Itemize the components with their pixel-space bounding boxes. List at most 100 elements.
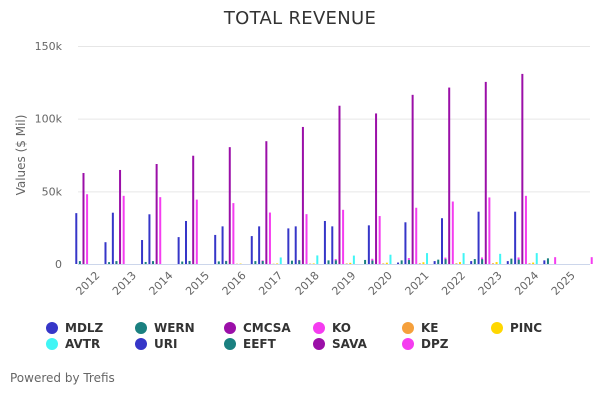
bar-wern-2023[interactable] xyxy=(481,259,484,264)
bar-ko-2015[interactable] xyxy=(195,199,198,264)
bar-mdlz-2021[interactable] xyxy=(404,222,407,264)
bar-uri-2022[interactable] xyxy=(470,261,473,264)
bar-ko-2016[interactable] xyxy=(232,203,235,264)
bar-ko-2023[interactable] xyxy=(488,197,491,264)
bar-cmcsa-2013[interactable] xyxy=(119,169,122,264)
bar-eeft-2013[interactable] xyxy=(144,261,147,264)
bar-dpz-2025[interactable] xyxy=(590,257,593,264)
bar-cmcsa-2012[interactable] xyxy=(82,173,85,264)
bar-ko-2019[interactable] xyxy=(342,209,345,264)
bar-avtr-2021[interactable] xyxy=(426,253,429,264)
bar-mdlz-2016[interactable] xyxy=(221,226,224,264)
bar-uri-2023[interactable] xyxy=(506,261,509,264)
bar-mdlz-2020[interactable] xyxy=(367,225,370,264)
bar-cmcsa-2023[interactable] xyxy=(484,81,487,264)
legend-item-ke[interactable]: KE xyxy=(402,320,491,335)
bar-avtr-2018[interactable] xyxy=(316,255,319,264)
bar-ko-2018[interactable] xyxy=(305,214,308,264)
bar-wern-2013[interactable] xyxy=(115,261,118,264)
legend-item-cmcsa[interactable]: CMCSA xyxy=(224,320,313,335)
bar-avtr-2023[interactable] xyxy=(499,253,502,264)
bar-wern-2022[interactable] xyxy=(444,259,447,264)
bar-ke-2024[interactable] xyxy=(528,263,531,264)
bar-pinc-2019[interactable] xyxy=(349,262,352,264)
bar-ko-2017[interactable] xyxy=(268,212,271,264)
bar-avtr-2017[interactable] xyxy=(279,257,282,264)
bar-uri-2015[interactable] xyxy=(214,234,217,264)
bar-pinc-2024[interactable] xyxy=(532,262,535,264)
bar-cmcsa-2020[interactable] xyxy=(375,113,378,265)
bar-avtr-2022[interactable] xyxy=(462,253,465,264)
bar-ke-2019[interactable] xyxy=(345,263,348,264)
bar-uri-2024[interactable] xyxy=(543,260,546,264)
bar-mdlz-2024[interactable] xyxy=(514,211,517,264)
bar-cmcsa-2021[interactable] xyxy=(411,94,414,264)
bar-cmcsa-2018[interactable] xyxy=(301,126,304,264)
bar-mdlz-2014[interactable] xyxy=(148,214,151,264)
bar-mdlz-2019[interactable] xyxy=(331,226,334,264)
bar-ko-2021[interactable] xyxy=(415,207,418,264)
bar-wern-2015[interactable] xyxy=(188,260,191,264)
bar-ko-2024[interactable] xyxy=(524,195,527,264)
bar-mdlz-2015[interactable] xyxy=(185,220,187,264)
bar-uri-2013[interactable] xyxy=(141,240,144,264)
bar-wern-2019[interactable] xyxy=(334,260,337,264)
bar-uri-2021[interactable] xyxy=(433,261,436,264)
bar-eeft-2016[interactable] xyxy=(254,261,257,264)
legend-item-eeft[interactable]: EEFT xyxy=(224,336,313,351)
bar-eeft-2012[interactable] xyxy=(108,262,111,264)
bar-mdlz-2012[interactable] xyxy=(75,213,78,264)
bar-wern-2016[interactable] xyxy=(225,261,228,264)
bar-eeft-2024[interactable] xyxy=(546,258,549,264)
bar-ko-2012[interactable] xyxy=(86,194,89,264)
bar-ko-2014[interactable] xyxy=(159,197,162,264)
legend-item-sava[interactable]: SAVA xyxy=(313,336,402,351)
legend-item-ko[interactable]: KO xyxy=(313,320,402,335)
bar-uri-2016[interactable] xyxy=(250,236,253,264)
bar-ke-2021[interactable] xyxy=(418,263,421,264)
bar-uri-2014[interactable] xyxy=(177,237,180,264)
bar-pinc-2017[interactable] xyxy=(276,263,279,264)
bar-eeft-2023[interactable] xyxy=(510,258,513,264)
bar-uri-2012[interactable] xyxy=(104,242,107,264)
bar-cmcsa-2024[interactable] xyxy=(521,73,524,265)
bar-mdlz-2013[interactable] xyxy=(111,212,114,264)
bar-mdlz-2022[interactable] xyxy=(441,218,443,264)
bar-eeft-2014[interactable] xyxy=(181,261,184,264)
bar-uri-2018[interactable] xyxy=(323,220,326,264)
bar-mdlz-2023[interactable] xyxy=(477,211,480,264)
legend-item-mdlz[interactable]: MDLZ xyxy=(46,320,135,335)
bar-eeft-2018[interactable] xyxy=(327,260,330,264)
legend-item-dpz[interactable]: DPZ xyxy=(402,336,491,351)
bar-eeft-2019[interactable] xyxy=(364,259,367,264)
bar-pinc-2020[interactable] xyxy=(385,262,388,264)
bar-cmcsa-2016[interactable] xyxy=(228,147,231,264)
bar-dpz-2024[interactable] xyxy=(554,257,557,264)
bar-wern-2014[interactable] xyxy=(152,261,155,264)
bar-pinc-2022[interactable] xyxy=(459,262,461,264)
bar-avtr-2020[interactable] xyxy=(389,254,392,264)
bar-wern-2020[interactable] xyxy=(371,260,374,264)
bar-pinc-2018[interactable] xyxy=(312,263,315,264)
bar-ko-2022[interactable] xyxy=(451,201,454,264)
legend-item-pinc[interactable]: PINC xyxy=(491,320,580,335)
bar-ke-2020[interactable] xyxy=(382,263,385,264)
legend-item-wern[interactable]: WERN xyxy=(135,320,224,335)
bar-wern-2024[interactable] xyxy=(517,259,520,264)
bar-cmcsa-2014[interactable] xyxy=(155,164,158,264)
bar-eeft-2017[interactable] xyxy=(290,260,293,264)
bar-mdlz-2017[interactable] xyxy=(258,226,261,264)
bar-ke-2023[interactable] xyxy=(491,263,494,264)
bar-wern-2012[interactable] xyxy=(78,261,81,264)
bar-avtr-2019[interactable] xyxy=(352,255,355,264)
bar-uri-2017[interactable] xyxy=(287,228,290,264)
bar-ke-2022[interactable] xyxy=(455,263,458,264)
bar-wern-2018[interactable] xyxy=(298,260,301,264)
bar-wern-2017[interactable] xyxy=(261,260,264,264)
bar-wern-2021[interactable] xyxy=(408,260,411,264)
bar-eeft-2021[interactable] xyxy=(437,259,440,264)
bar-ko-2020[interactable] xyxy=(378,216,381,264)
bar-cmcsa-2015[interactable] xyxy=(192,155,195,264)
bar-mdlz-2018[interactable] xyxy=(294,226,297,264)
legend-item-avtr[interactable]: AVTR xyxy=(46,336,135,351)
